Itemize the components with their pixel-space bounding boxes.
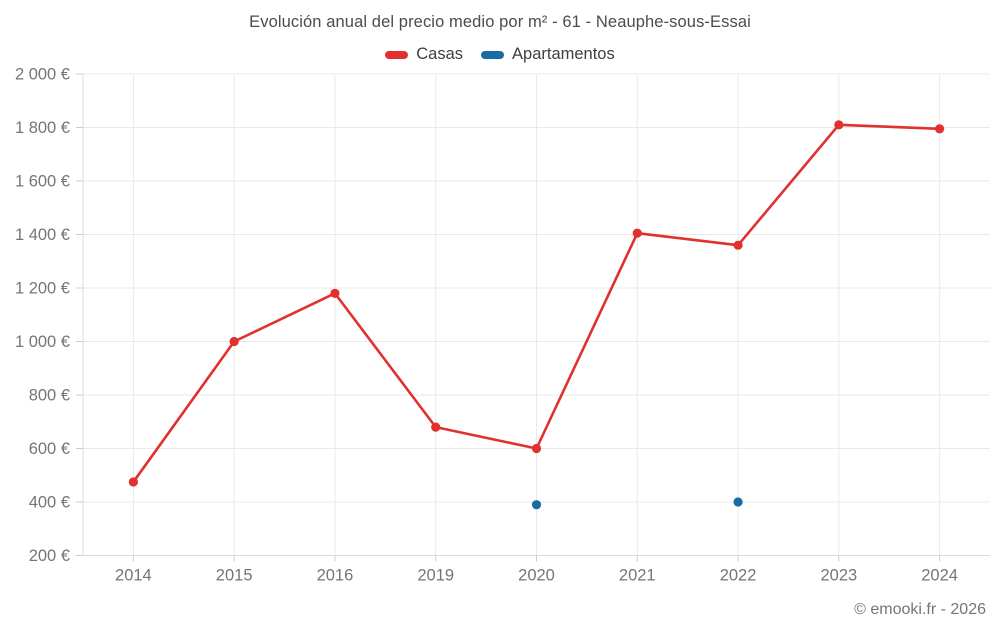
- y-axis-tick-label: 1 600 €: [15, 173, 70, 191]
- y-axis-tick-label: 800 €: [29, 387, 70, 405]
- apartamentos-series-swatch-icon: [481, 50, 505, 59]
- copyright-credit: © emooki.fr - 2026: [854, 601, 986, 618]
- x-axis-tick-label: 2015: [216, 567, 253, 585]
- y-axis-tick-label: 1 400 €: [15, 226, 70, 244]
- y-axis-tick-label: 1 000 €: [15, 333, 70, 351]
- data-point-casas-2021[interactable]: [632, 228, 642, 238]
- data-point-casas-2022[interactable]: [733, 240, 743, 250]
- chart-title: Evolución anual del precio medio por m² …: [249, 13, 751, 31]
- x-axis-tick-label: 2014: [115, 567, 152, 585]
- series-line-casas: [132, 123, 941, 484]
- chart-legend: Casas Apartamentos: [0, 45, 1000, 64]
- x-axis-tick-label: 2019: [417, 567, 454, 585]
- legend-label-casas: Casas: [416, 45, 464, 63]
- legend-item-casas[interactable]: Casas: [385, 45, 463, 64]
- y-axis-tick-label: 400 €: [29, 494, 70, 512]
- data-point-casas-2019[interactable]: [431, 422, 441, 432]
- data-point-casas-2016[interactable]: [330, 288, 340, 298]
- y-axis-tick-label: 600 €: [29, 440, 70, 458]
- data-point-apartamentos-2020[interactable]: [531, 500, 542, 510]
- data-point-casas-2023[interactable]: [834, 120, 844, 130]
- y-axis-tick-label: 1 200 €: [15, 280, 70, 298]
- data-point-casas-2014[interactable]: [128, 477, 138, 487]
- data-point-apartamentos-2022[interactable]: [733, 497, 743, 507]
- x-axis-tick-label: 2024: [921, 567, 958, 585]
- data-point-casas-2015[interactable]: [229, 336, 239, 347]
- legend-item-apartamentos[interactable]: Apartamentos: [481, 45, 615, 64]
- x-axis-tick-label: 2020: [518, 567, 555, 585]
- y-axis-tick-label: 1 800 €: [15, 119, 70, 137]
- data-point-casas-2020[interactable]: [531, 443, 542, 454]
- legend-label-apartamentos: Apartamentos: [512, 45, 615, 63]
- x-axis-tick-label: 2022: [720, 567, 757, 585]
- y-axis-tick-label: 2 000 €: [15, 66, 70, 84]
- x-axis-tick-label: 2016: [317, 567, 354, 585]
- x-axis-tick-label: 2023: [820, 567, 857, 585]
- x-axis-tick-label: 2021: [619, 567, 656, 585]
- casas-series-swatch-icon: [385, 50, 409, 59]
- y-axis-tick-label: 200 €: [29, 547, 70, 565]
- data-point-casas-2024[interactable]: [935, 124, 945, 134]
